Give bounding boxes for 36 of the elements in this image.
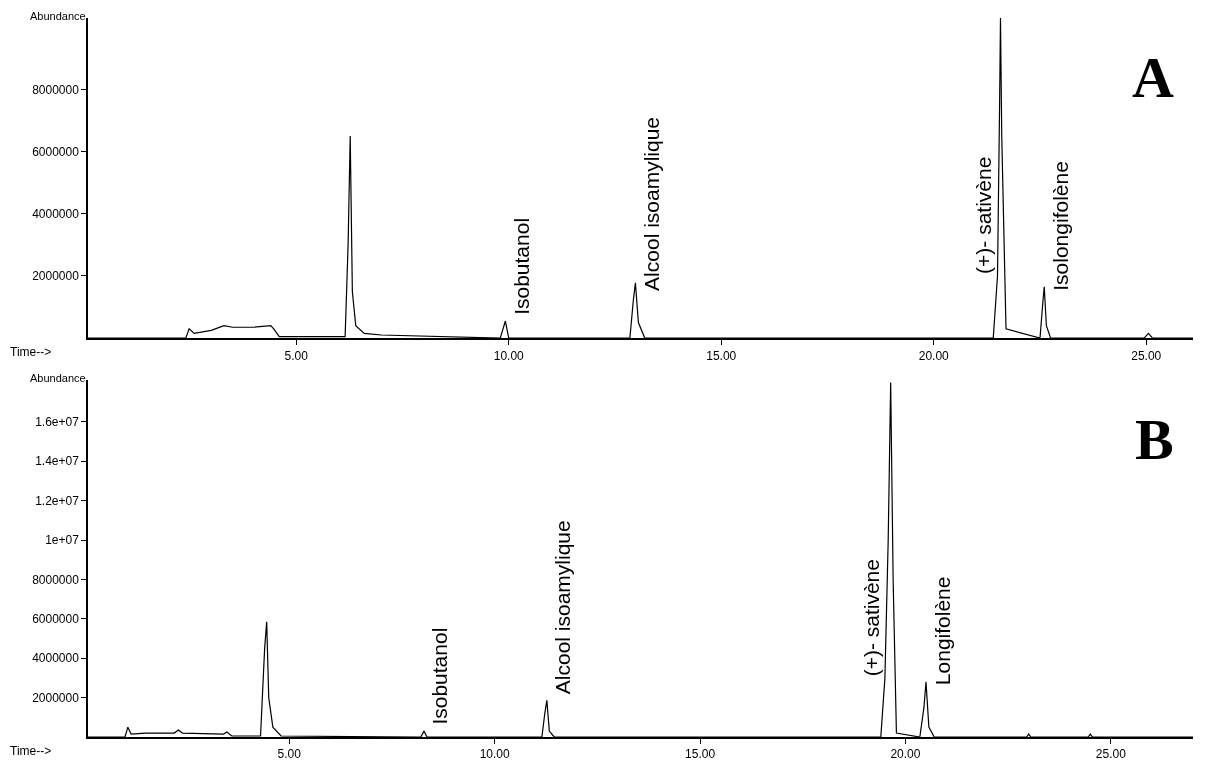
y-tick-label: 1.6e+07 [35,415,80,430]
y-tick-label: 8000000 [32,82,80,97]
y-tick-label: 8000000 [32,572,80,587]
y-tick-label: 6000000 [32,144,80,159]
annotation: B [1135,407,1174,472]
x-axis-title: Time--> [10,744,52,758]
y-tick-label: 4000000 [32,206,80,221]
annotation: Alcool isoamylique [639,116,663,291]
x-tick-label: 25.00 [1131,348,1162,363]
annotation: Longifolène [930,576,954,686]
annotation: Isobutanol [509,217,533,315]
annotation: (+)- sativène [859,559,883,677]
x-tick-label: 5.00 [277,747,302,762]
y-tick-label: 6000000 [32,612,80,626]
annotation: Isobutanol [428,627,452,725]
x-tick-label: 10.00 [493,348,525,363]
y-tick-label: 2000000 [32,269,80,284]
x-tick-label: 15.00 [685,747,716,762]
y-tick-label: 1e+07 [45,533,80,548]
x-axis-title: Time--> [10,345,52,359]
y-tick-label: 1.2e+07 [35,493,80,508]
y-axis-title: Abundance [30,10,86,22]
y-tick-label: 1.4e+07 [35,454,80,469]
annotation: Alcool isoamylique [551,520,575,695]
x-tick-label: 5.00 [284,348,309,363]
x-tick-label: 15.00 [706,348,737,363]
y-tick-label: 2000000 [32,690,80,705]
y-axis-title: Abundance [30,372,86,384]
y-tick-label: 4000000 [32,651,80,666]
annotation: (+)- sativène [972,156,996,274]
x-tick-label: 20.00 [918,348,950,363]
annotation: A [1132,45,1174,110]
annotation: Isolongifolène [1048,161,1072,291]
x-tick-label: 20.00 [890,747,921,762]
x-tick-label: 25.00 [1095,747,1127,762]
x-tick-label: 10.00 [479,747,511,762]
